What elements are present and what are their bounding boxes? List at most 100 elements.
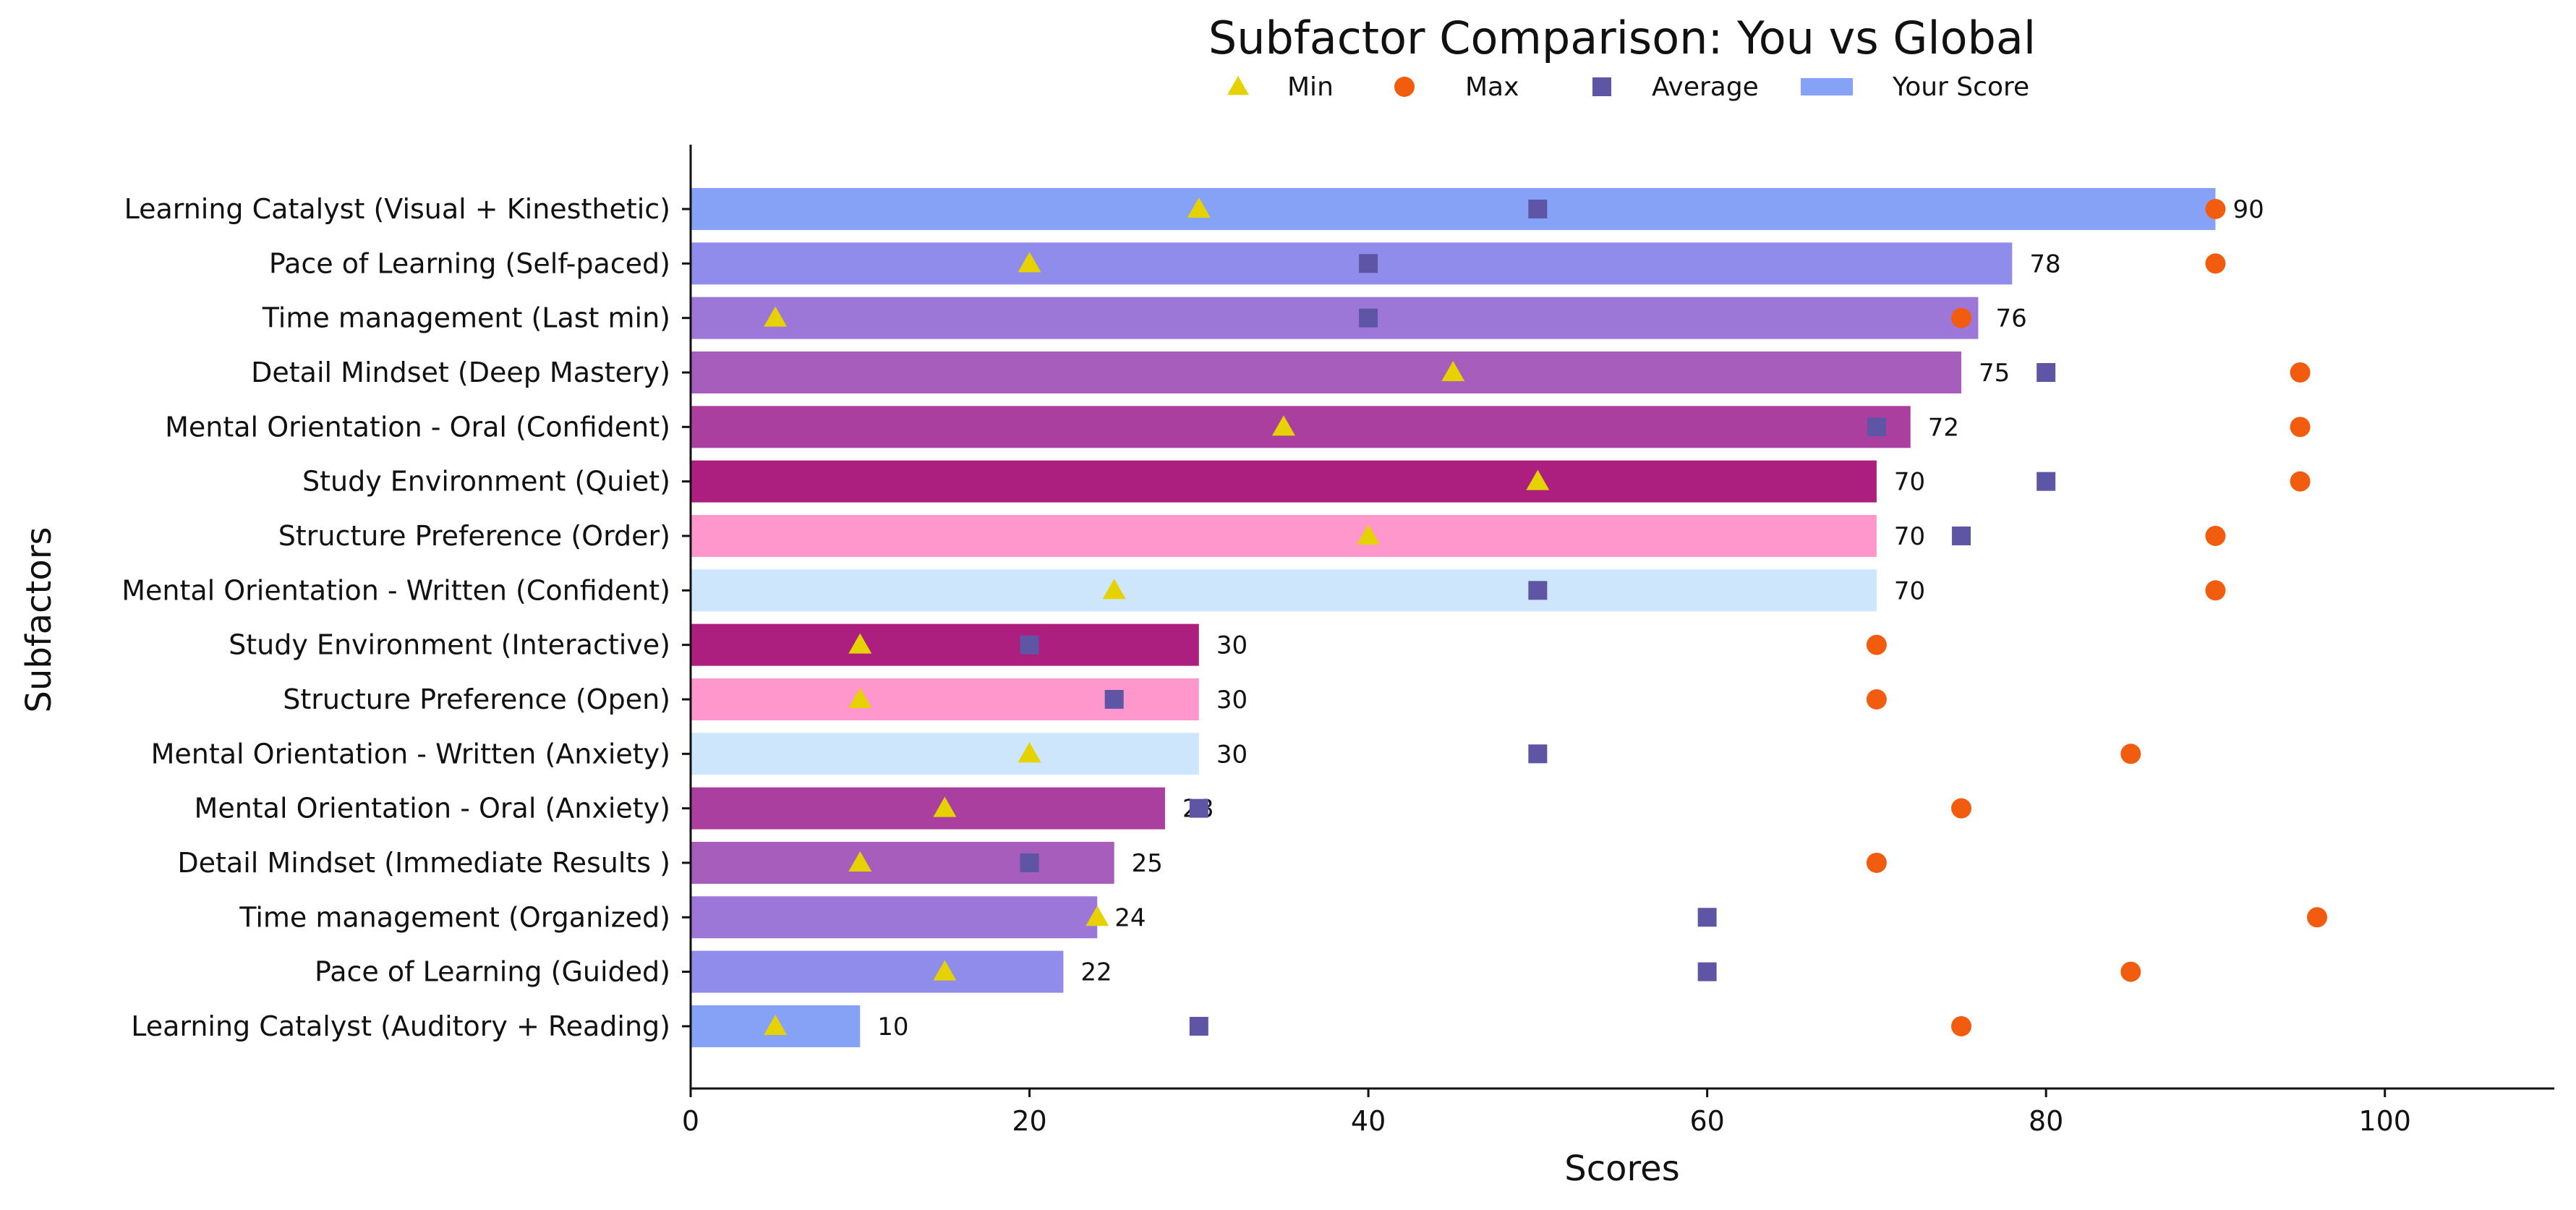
legend-max-label: Max: [1465, 72, 1519, 102]
legend-your-score-label: Your Score: [1892, 72, 2029, 102]
x-tick-label-100: 100: [2358, 1105, 2411, 1137]
bar-value-labels: 90787675727070703030302825242210: [877, 195, 2264, 1041]
bar-study-environment-quiet: [691, 460, 1877, 503]
value-label-study-environment-quiet: 70: [1894, 468, 1925, 497]
chart-title: Subfactor Comparison: You vs Global: [1208, 12, 2036, 64]
bar-pace-of-learning-self-paced: [691, 242, 2013, 285]
average-marker-mental-orientation-written-anxiety: [1528, 744, 1548, 764]
max-marker-pace-of-learning-guided: [2120, 961, 2141, 982]
x-tick-label-0: 0: [682, 1105, 699, 1137]
min-marker-pace-of-learning-guided: [933, 960, 957, 981]
average-marker-learning-catalyst-auditory-reading: [1189, 1016, 1208, 1036]
min-marker-learning-catalyst-auditory-reading: [764, 1014, 788, 1035]
bar-detail-mindset-deep-mastery: [691, 351, 1962, 393]
min-marker-study-environment-quiet: [1526, 469, 1550, 490]
min-marker-study-environment-interactive: [848, 633, 872, 654]
value-label-learning-catalyst-visual-kinesthetic: 90: [2232, 195, 2264, 224]
min-marker-structure-preference-order: [1357, 524, 1381, 545]
average-marker-pace-of-learning-guided: [1697, 962, 1717, 981]
value-label-detail-mindset-immediate-results: 25: [1132, 849, 1163, 878]
value-label-mental-orientation-written-anxiety: 30: [1216, 740, 1248, 769]
category-label-study-environment-quiet: Study Environment (Quiet): [302, 466, 670, 498]
min-marker-learning-catalyst-visual-kinesthetic: [1187, 197, 1211, 218]
x-tick-label-60: 60: [1689, 1105, 1724, 1137]
category-label-detail-mindset-immediate-results: Detail Mindset (Immediate Results ): [177, 847, 670, 879]
bar-detail-mindset-immediate-results: [691, 841, 1114, 884]
max-marker-structure-preference-order: [2205, 525, 2226, 546]
value-label-mental-orientation-oral-confident: 72: [1928, 413, 1959, 442]
min-marker-mental-orientation-oral-confident: [1271, 415, 1295, 436]
bar-study-environment-interactive: [691, 623, 1199, 666]
max-marker-mental-orientation-written-confident: [2205, 580, 2226, 601]
value-label-pace-of-learning-guided: 22: [1080, 958, 1112, 987]
category-label-pace-of-learning-guided: Pace of Learning (Guided): [315, 956, 670, 988]
bar-mental-orientation-oral-anxiety: [691, 787, 1165, 830]
average-marker-time-management-organized: [1697, 908, 1717, 927]
value-label-time-management-organized: 24: [1114, 903, 1146, 932]
max-marker-mental-orientation-oral-anxiety: [1951, 798, 1972, 819]
value-label-pace-of-learning-self-paced: 78: [2029, 250, 2060, 278]
y-axis-title: Subfactors: [19, 527, 59, 713]
bar-mental-orientation-written-anxiety: [691, 733, 1199, 775]
value-label-structure-preference-open: 30: [1216, 686, 1248, 715]
value-label-time-management-last-min: 76: [1995, 304, 2026, 333]
value-label-learning-catalyst-auditory-reading: 10: [877, 1013, 908, 1041]
average-marker-mental-orientation-oral-anxiety: [1189, 798, 1208, 818]
bar-mental-orientation-written-confident: [691, 569, 1877, 612]
average-marker-time-management-last-min: [1359, 308, 1378, 328]
legend-average-swatch: [1592, 77, 1611, 96]
category-label-mental-orientation-oral-confident: Mental Orientation - Oral (Confident): [165, 411, 670, 443]
legend-min-label: Min: [1287, 72, 1334, 102]
min-marker-mental-orientation-written-anxiety: [1018, 742, 1041, 763]
bar-pace-of-learning-guided: [691, 950, 1064, 993]
category-label-learning-catalyst-auditory-reading: Learning Catalyst (Auditory + Reading): [131, 1010, 670, 1042]
axes: Learning Catalyst (Visual + Kinesthetic)…: [121, 145, 2554, 1137]
category-label-time-management-organized: Time management (Organized): [239, 901, 670, 933]
legend-your-score-swatch: [1801, 78, 1853, 95]
average-marker-structure-preference-open: [1104, 689, 1124, 709]
category-label-mental-orientation-written-anxiety: Mental Orientation - Written (Anxiety): [151, 738, 670, 770]
category-label-time-management-last-min: Time management (Last min): [262, 302, 670, 334]
bar-structure-preference-order: [691, 514, 1877, 557]
category-label-pace-of-learning-self-paced: Pace of Learning (Self-paced): [269, 247, 670, 279]
bar-series-your-score: [691, 188, 2216, 1047]
bar-learning-catalyst-visual-kinesthetic: [691, 188, 2216, 230]
category-label-structure-preference-open: Structure Preference (Open): [283, 683, 670, 715]
min-marker-pace-of-learning-self-paced: [1018, 252, 1041, 273]
max-marker-time-management-organized: [2307, 907, 2328, 928]
average-marker-mental-orientation-written-confident: [1528, 581, 1548, 600]
legend-min-swatch: [1227, 76, 1249, 95]
category-label-learning-catalyst-visual-kinesthetic: Learning Catalyst (Visual + Kinesthetic): [124, 193, 670, 225]
max-marker-detail-mindset-immediate-results: [1866, 852, 1887, 873]
category-label-mental-orientation-oral-anxiety: Mental Orientation - Oral (Anxiety): [195, 793, 670, 825]
category-label-detail-mindset-deep-mastery: Detail Mindset (Deep Mastery): [251, 357, 670, 388]
x-tick-label-80: 80: [2029, 1105, 2063, 1137]
average-marker-learning-catalyst-visual-kinesthetic: [1528, 200, 1548, 218]
min-marker-mental-orientation-written-confident: [1102, 579, 1126, 600]
max-marker-study-environment-interactive: [1866, 634, 1887, 655]
category-label-structure-preference-order: Structure Preference (Order): [278, 520, 670, 552]
value-label-structure-preference-order: 70: [1894, 522, 1925, 551]
average-marker-mental-orientation-oral-confident: [1867, 417, 1886, 437]
legend-average-label: Average: [1652, 72, 1759, 102]
category-label-study-environment-interactive: Study Environment (Interactive): [229, 629, 670, 661]
max-marker-study-environment-quiet: [2290, 471, 2311, 492]
legend-max-swatch: [1394, 77, 1415, 97]
x-tick-label-20: 20: [1012, 1105, 1046, 1137]
category-label-mental-orientation-written-confident: Mental Orientation - Written (Confident): [121, 574, 670, 606]
average-marker-study-environment-interactive: [1020, 635, 1039, 655]
average-marker-detail-mindset-deep-mastery: [2037, 362, 2056, 382]
marker-series: [764, 197, 2328, 1036]
x-tick-label-40: 40: [1351, 1105, 1386, 1137]
max-marker-learning-catalyst-auditory-reading: [1951, 1015, 1972, 1036]
bar-time-management-organized: [691, 896, 1098, 939]
min-marker-detail-mindset-immediate-results: [848, 851, 872, 872]
min-marker-time-management-last-min: [764, 306, 788, 327]
average-marker-study-environment-quiet: [2037, 472, 2056, 491]
average-marker-pace-of-learning-self-paced: [1359, 254, 1378, 273]
max-marker-learning-catalyst-visual-kinesthetic: [2205, 199, 2226, 219]
max-marker-mental-orientation-written-anxiety: [2120, 744, 2141, 764]
max-marker-time-management-last-min: [1951, 307, 1972, 328]
max-marker-mental-orientation-oral-confident: [2290, 417, 2311, 438]
